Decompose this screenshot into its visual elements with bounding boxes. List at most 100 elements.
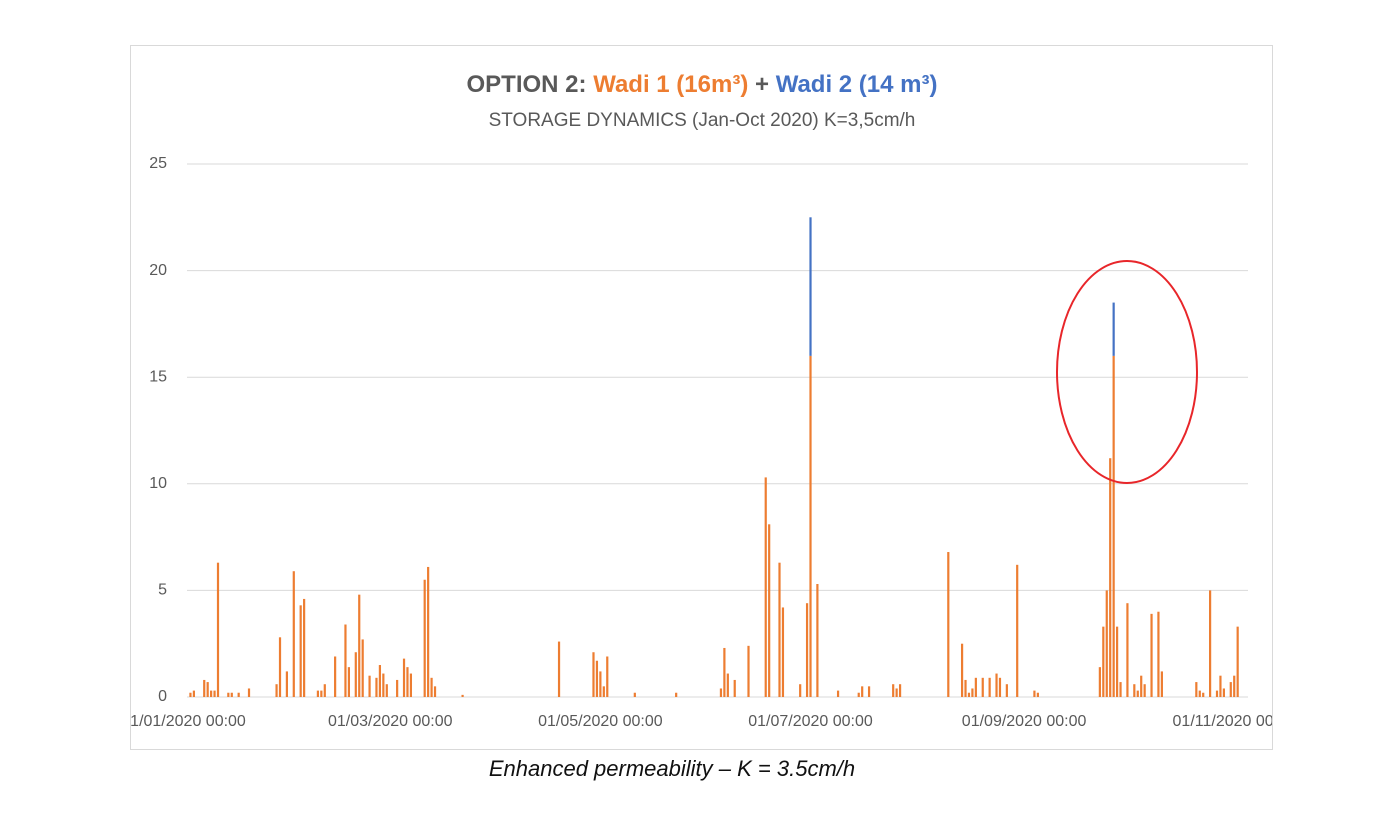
bar (895, 688, 898, 697)
bar (382, 673, 385, 697)
bar (1126, 603, 1129, 697)
y-tick-label: 25 (149, 155, 167, 172)
bar (719, 688, 723, 697)
bar (898, 684, 902, 697)
bar (1198, 690, 1201, 697)
bar (461, 694, 464, 697)
bar (599, 671, 602, 697)
bar (433, 686, 437, 697)
bar (799, 684, 802, 697)
bar (816, 584, 819, 697)
bar (892, 684, 895, 697)
bar (1098, 667, 1101, 697)
bar (836, 690, 840, 697)
bar (423, 579, 426, 697)
x-tick-label: 01/05/2020 00:00 (538, 713, 663, 730)
bar (1233, 675, 1236, 697)
caption: Enhanced permeability – K = 3.5cm/h (489, 756, 855, 781)
x-tick-label: 01/01/2020 00:00 (121, 713, 246, 730)
bar (1222, 688, 1225, 697)
bar (971, 688, 974, 697)
bar (1109, 458, 1112, 697)
bar (974, 677, 977, 697)
chart-frame (130, 45, 1273, 750)
bar (1160, 671, 1163, 697)
bar (809, 355, 812, 697)
bar (1219, 675, 1222, 697)
bar (210, 690, 213, 697)
y-tick-label: 5 (158, 582, 167, 599)
bar (764, 477, 767, 697)
bar (323, 684, 326, 697)
bar (1202, 692, 1205, 697)
chart-title: OPTION 2: Wadi 1 (16m³) + Wadi 2 (14 m³) (467, 71, 938, 98)
y-tick-label: 10 (149, 475, 167, 492)
bar (375, 677, 378, 697)
chart-subtitle: STORAGE DYNAMICS (Jan-Oct 2020) K=3,5cm/… (489, 110, 916, 131)
bar (303, 598, 306, 697)
bar (998, 677, 1002, 697)
bar (595, 660, 599, 697)
bar (1136, 690, 1139, 697)
bar (633, 692, 636, 697)
bar (189, 692, 192, 697)
x-tick-label: 01/11/2020 00:00 (1173, 713, 1296, 730)
bar (1195, 682, 1198, 697)
bar (237, 692, 240, 697)
bar (960, 643, 964, 697)
bar (285, 671, 288, 697)
bar (361, 639, 364, 697)
bar (1112, 355, 1115, 697)
bar (396, 679, 399, 697)
x-tick-label: 01/07/2020 00:00 (748, 713, 873, 730)
bar (726, 673, 729, 697)
bar (1036, 692, 1039, 697)
bar (1112, 302, 1115, 356)
bar (344, 624, 347, 697)
bar (1119, 682, 1122, 697)
bar (406, 667, 409, 697)
bar (809, 217, 812, 356)
bar (861, 686, 864, 697)
bar (192, 690, 195, 697)
bar (1115, 626, 1119, 697)
bar (1143, 684, 1146, 697)
bar (1102, 626, 1105, 697)
bar (203, 679, 206, 697)
bar (213, 690, 216, 697)
title-text: OPTION 2: (467, 71, 587, 98)
bar (1133, 684, 1136, 697)
bar (606, 656, 609, 697)
bar (409, 673, 413, 697)
bar (1209, 590, 1212, 697)
bar (602, 686, 605, 697)
bar (964, 679, 967, 697)
bar (1140, 675, 1143, 697)
bar (723, 647, 726, 697)
bar (981, 677, 984, 697)
bar (1229, 682, 1232, 697)
bar (334, 656, 337, 697)
bar (1236, 626, 1239, 697)
bar (967, 692, 971, 697)
bar (402, 658, 406, 697)
bar (995, 673, 998, 697)
highlight-ellipse (1056, 260, 1198, 484)
bar (385, 684, 388, 697)
bar (230, 692, 233, 697)
bar (206, 682, 209, 697)
title-text: + (755, 71, 769, 98)
bar (781, 607, 785, 697)
bar (1105, 590, 1108, 697)
x-tick-label: 01/09/2020 00:00 (962, 713, 1087, 730)
bar (358, 594, 361, 697)
bar (354, 652, 357, 697)
bar (1150, 613, 1153, 697)
bar (347, 667, 351, 697)
bar (592, 652, 595, 697)
bar (275, 684, 278, 697)
bar (1157, 611, 1160, 697)
bar (430, 677, 433, 697)
bar (227, 692, 230, 697)
